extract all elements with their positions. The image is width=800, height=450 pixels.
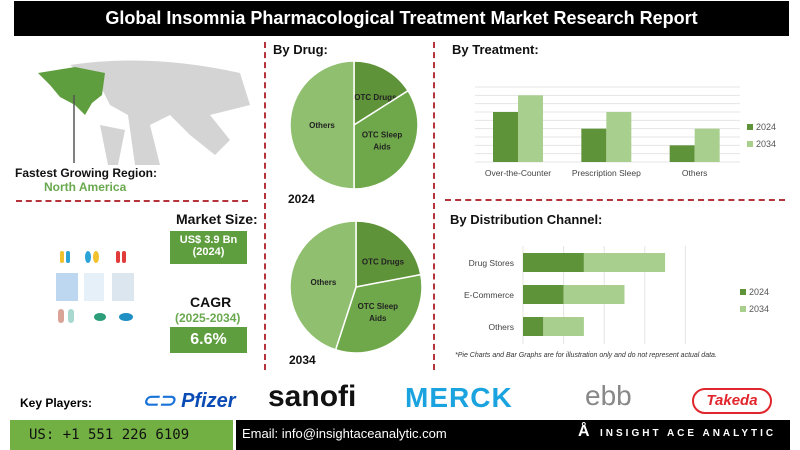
distribution-chart: Drug Stores E-Commerce Others 2024 2034: [464, 246, 769, 344]
pie-slice: [355, 220, 422, 288]
by-drug-title: By Drug:: [273, 42, 328, 57]
legend-swatch: [747, 141, 753, 147]
cagr-value: 6.6%: [170, 327, 247, 353]
footer-bar: [236, 420, 790, 450]
legend-label: 2034: [756, 139, 776, 149]
market-size-box: US$ 3.9 Bn (2024): [170, 231, 247, 264]
divider: [433, 42, 435, 370]
category-label: E-Commerce: [464, 290, 514, 300]
legend-swatch: [740, 289, 746, 295]
pie-slice: [289, 220, 357, 351]
pie-slice-label: OTC Drugs: [354, 93, 397, 102]
brand-name: INSIGHT ACE ANALYTIC: [600, 428, 777, 439]
category-label: Drug Stores: [469, 258, 514, 268]
bar: [606, 112, 632, 162]
market-size-value: US$ 3.9 Bn: [179, 234, 238, 246]
pie-slice-label: Others: [311, 278, 337, 287]
treatment-title: By Treatment:: [452, 42, 539, 57]
world-map: [38, 60, 250, 165]
merck-logo: MERCK: [405, 382, 513, 413]
legend-label: 2034: [749, 304, 769, 314]
bar: [493, 112, 518, 162]
region-label: Fastest Growing Region:: [15, 166, 158, 180]
category-label: Others: [682, 168, 708, 178]
legend-label: 2024: [749, 287, 769, 297]
bar: [563, 285, 625, 304]
bar: [523, 253, 584, 272]
takeda-logo: Takeda: [692, 388, 772, 414]
pfizer-logo: ⊂⊃ Pfizer: [142, 390, 236, 412]
pie-slice-label: OTC Drugs: [362, 258, 405, 267]
bar: [669, 145, 695, 162]
pie-charts: OTC Drugs OTC Sleep Aids Others OTC Drugs OTC…: [289, 60, 423, 354]
bar: [543, 317, 584, 336]
insight-ace-logo-icon: Å: [578, 423, 590, 440]
legend-swatch: [740, 306, 746, 312]
legend-swatch: [747, 124, 753, 130]
market-size-year: (2024): [192, 246, 225, 258]
bar: [583, 253, 666, 272]
ebb-logo: ebb: [585, 380, 632, 411]
report-title: Global Insomnia Pharmacological Treatmen…: [14, 1, 789, 36]
pie-slice: [353, 60, 410, 127]
divider: [264, 42, 266, 370]
pie-slice-label: Aids: [373, 142, 391, 151]
pie-slice: [353, 89, 419, 190]
category-label: Prescription Sleep: [572, 168, 641, 178]
category-label: Others: [488, 322, 514, 332]
email-link[interactable]: Email: info@insightaceanalytic.com: [242, 426, 447, 441]
cagr-label: CAGR: [190, 294, 232, 310]
treatment-chart: Over-the-CounterSleep AidsPrescription S…: [475, 86, 776, 178]
pie-slice-label: OTC Sleep: [362, 130, 403, 139]
pie-slice: [334, 273, 423, 354]
sanofi-logo: sanofi: [268, 380, 357, 413]
disclaimer-note: *Pie Charts and Bar Graphs are for illus…: [455, 352, 717, 359]
bar: [518, 95, 543, 162]
market-size-label: Market Size:: [176, 211, 258, 227]
region-value: North America: [44, 180, 127, 194]
pie-2024-label: 2024: [288, 192, 315, 206]
legend-label: 2024: [756, 122, 776, 132]
bar: [523, 317, 544, 336]
bar: [581, 128, 607, 162]
phone-number[interactable]: US: +1 551 226 6109: [10, 420, 233, 450]
pie-slice-label: OTC Sleep: [358, 302, 399, 311]
pie-slice-label: Others: [309, 121, 335, 130]
pie-slice-label: Aids: [369, 314, 387, 323]
pie-2034-label: 2034: [289, 353, 316, 367]
bar: [523, 285, 564, 304]
distribution-title: By Distribution Channel:: [450, 212, 603, 227]
cagr-period: (2025-2034): [175, 311, 241, 325]
category-label: Over-the-Counter: [485, 168, 551, 178]
pie-slice: [289, 60, 355, 190]
key-players-label: Key Players:: [20, 396, 93, 410]
bar: [694, 128, 720, 162]
pills-illustration: [56, 251, 134, 323]
divider: [16, 200, 248, 202]
divider: [445, 199, 785, 201]
